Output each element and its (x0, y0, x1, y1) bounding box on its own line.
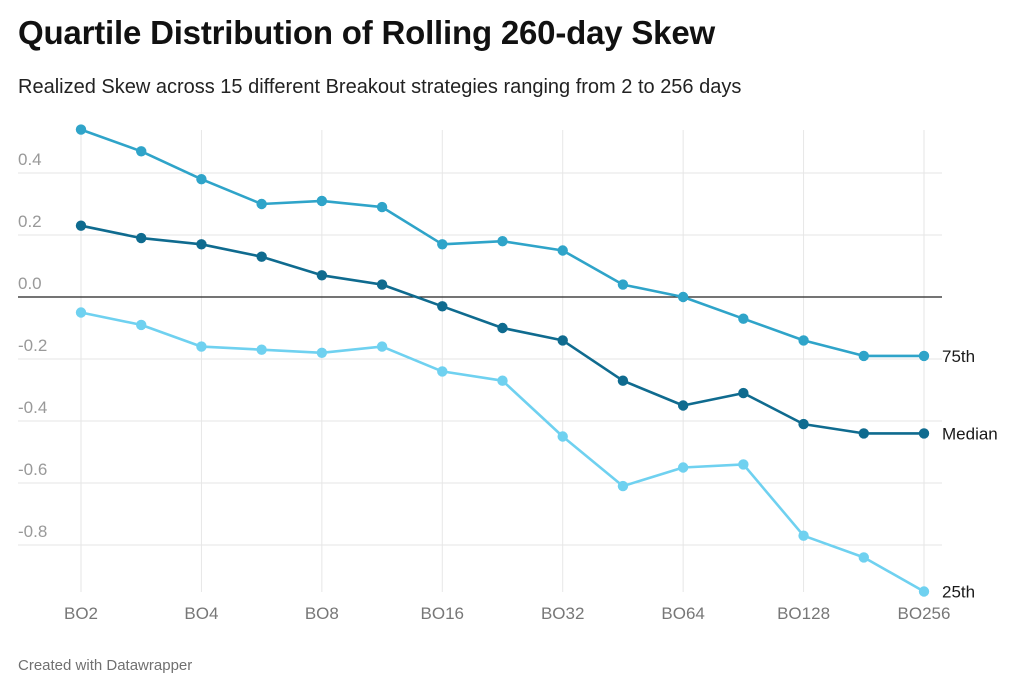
data-point (918, 428, 930, 439)
series-end-label: 75th (942, 347, 975, 366)
y-tick-label: -0.6 (18, 460, 47, 479)
data-point (858, 350, 869, 362)
x-tick-label: BO2 (64, 604, 98, 623)
data-point (858, 552, 869, 563)
data-point (256, 251, 267, 262)
y-tick-label: 0.4 (18, 150, 42, 169)
data-point (677, 462, 689, 473)
x-tick-label: BO256 (898, 604, 951, 623)
data-point (557, 245, 568, 256)
data-point (316, 270, 328, 281)
series-layer (75, 124, 930, 597)
data-point (497, 236, 508, 247)
x-tick-label: BO4 (184, 604, 218, 623)
data-point (617, 279, 629, 290)
data-point (557, 431, 568, 442)
y-tick-label: -0.4 (18, 398, 47, 417)
y-tick-label: -0.8 (18, 522, 47, 541)
x-tick-label: BO8 (305, 604, 339, 623)
chart-subtitle: Realized Skew across 15 different Breako… (18, 76, 742, 98)
axis-layer: 0.4 0.2 0.0 -0.2 -0.4 -0.6 -0.8 BO2 BO4 BO8 BO16 BO… (18, 150, 950, 623)
data-point (798, 418, 809, 430)
grid-layer (18, 130, 942, 592)
data-point (75, 124, 87, 135)
data-point (617, 480, 629, 492)
series-median (75, 220, 930, 439)
series-line (79, 311, 926, 593)
data-point (437, 301, 448, 312)
x-tick-label: BO64 (661, 604, 704, 623)
data-point (617, 375, 629, 386)
data-point (376, 341, 388, 352)
credit-text: Created with Datawrapper (18, 657, 193, 674)
data-point (437, 366, 448, 377)
data-point (497, 322, 508, 334)
data-point (136, 319, 147, 331)
data-point (376, 279, 388, 290)
data-point (738, 387, 749, 399)
data-point (196, 341, 207, 352)
data-point (918, 350, 930, 362)
y-tick-label: -0.2 (18, 336, 47, 355)
data-point (136, 146, 147, 157)
series-end-label: Median (942, 424, 998, 443)
y-tick-label: 0.2 (18, 212, 42, 231)
x-tick-label: BO128 (777, 604, 830, 623)
data-point (738, 459, 749, 470)
series-label-layer: 75th Median 25th (942, 347, 998, 602)
series-end-label: 25th (942, 583, 975, 602)
data-point (376, 201, 388, 213)
chart-title: Quartile Distribution of Rolling 260-day… (18, 14, 715, 51)
data-point (196, 239, 207, 250)
data-point (677, 400, 689, 411)
data-point (497, 375, 508, 386)
x-tick-label: BO16 (421, 604, 464, 623)
series-25th (75, 307, 930, 597)
data-point (256, 198, 267, 210)
data-point (557, 335, 568, 346)
data-point (196, 174, 207, 185)
data-point (256, 344, 267, 355)
data-point (798, 335, 809, 346)
data-point (75, 220, 87, 231)
data-point (677, 291, 689, 303)
data-point (316, 195, 328, 207)
data-point (798, 530, 809, 541)
x-tick-label: BO32 (541, 604, 584, 623)
data-point (75, 307, 87, 318)
series-75th (75, 124, 930, 362)
data-point (136, 232, 147, 244)
data-point (918, 586, 930, 597)
data-point (858, 428, 869, 439)
data-point (738, 313, 749, 324)
data-point (316, 347, 328, 358)
y-tick-label: 0.0 (18, 274, 42, 293)
data-point (437, 239, 448, 250)
